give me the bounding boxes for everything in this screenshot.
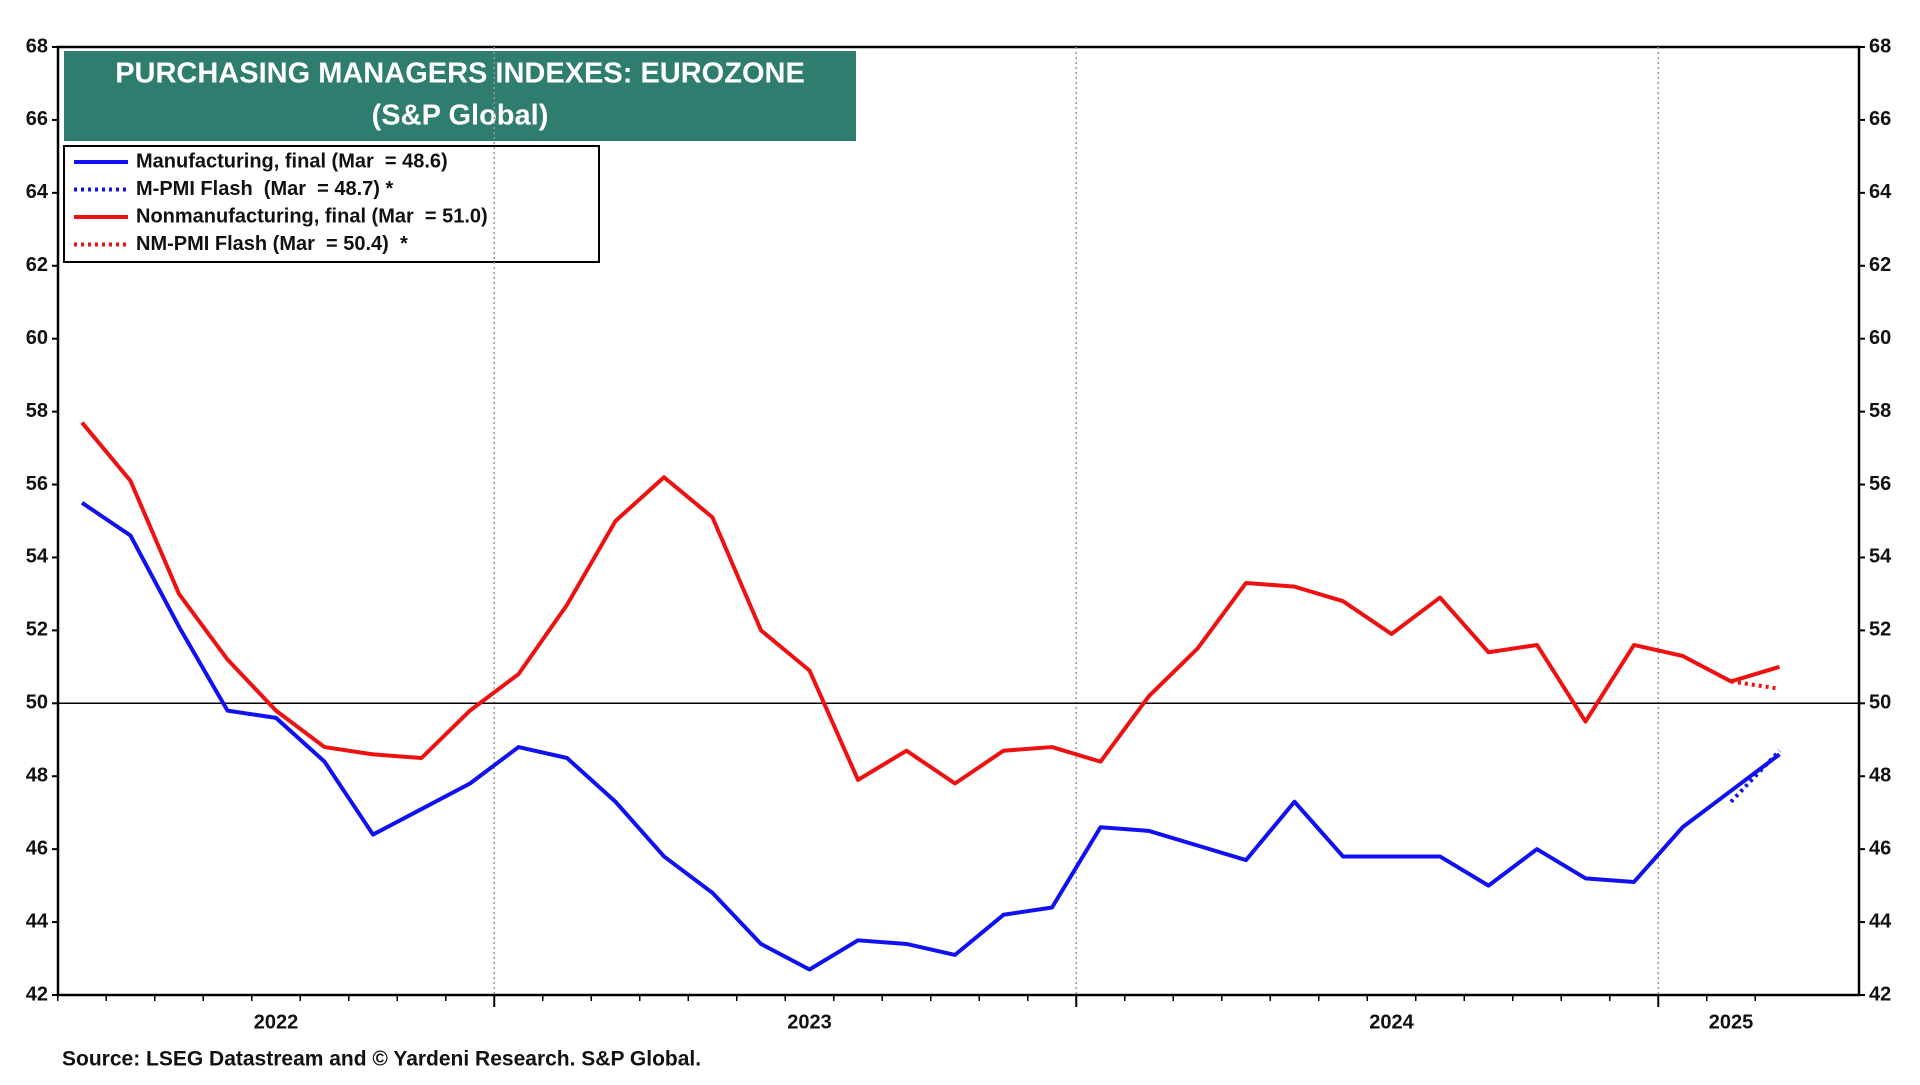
title-box bbox=[64, 51, 856, 141]
y-tick-label: 66 bbox=[26, 108, 48, 130]
y-tick-label: 48 bbox=[26, 765, 48, 787]
series-line bbox=[80, 421, 1781, 786]
source-note: Source: LSEG Datastream and © Yardeni Re… bbox=[62, 1048, 701, 1071]
y-tick-label: 46 bbox=[26, 837, 48, 859]
legend-label: NM-PMI Flash (Mar = 50.4) * bbox=[136, 233, 408, 255]
y-tick-label: 52 bbox=[26, 619, 48, 641]
y-tick-label: 44 bbox=[26, 910, 49, 932]
y-tick-label: 60 bbox=[26, 327, 48, 349]
y-tick-label: 58 bbox=[26, 400, 48, 422]
y-tick-label: 56 bbox=[26, 473, 48, 495]
y2-tick-label: 42 bbox=[1869, 983, 1891, 1005]
chart-title: PURCHASING MANAGERS INDEXES: EUROZONE bbox=[115, 58, 805, 90]
y-tick-label: 62 bbox=[26, 254, 48, 276]
x-tick-label: 2024 bbox=[1369, 1011, 1414, 1033]
legend-label: M-PMI Flash (Mar = 48.7) * bbox=[136, 178, 394, 200]
chart-subtitle: (S&P Global) bbox=[372, 100, 549, 132]
x-tick-label: 2025 bbox=[1709, 1011, 1754, 1033]
plot-layer: 42 44 46 48 50 52 54 56 58 60 62 64 66 68 42 44 46 48 50 52… bbox=[26, 35, 1892, 1033]
y-tick-label: 68 bbox=[26, 35, 48, 57]
legend bbox=[63, 145, 600, 263]
y2-tick-label: 58 bbox=[1869, 400, 1891, 422]
y-tick-label: 64 bbox=[26, 181, 49, 203]
series-line bbox=[1730, 679, 1780, 691]
x-tick-label: 2022 bbox=[254, 1011, 299, 1033]
y-tick-label: 42 bbox=[26, 983, 48, 1005]
y2-tick-label: 50 bbox=[1869, 692, 1891, 714]
y-tick-label: 54 bbox=[26, 546, 49, 568]
y-tick-label: 50 bbox=[26, 692, 48, 714]
x-tick-label: 2023 bbox=[787, 1011, 832, 1033]
y2-tick-label: 54 bbox=[1869, 546, 1892, 568]
y2-tick-label: 64 bbox=[1869, 181, 1892, 203]
y2-tick-label: 46 bbox=[1869, 837, 1891, 859]
y2-tick-label: 66 bbox=[1869, 108, 1891, 130]
series-line bbox=[1729, 749, 1781, 804]
y2-tick-label: 44 bbox=[1869, 910, 1892, 932]
series-line bbox=[80, 501, 1781, 972]
y2-tick-label: 62 bbox=[1869, 254, 1891, 276]
plot-frame bbox=[56, 45, 1861, 997]
y2-tick-label: 60 bbox=[1869, 327, 1891, 349]
legend-label: Nonmanufacturing, final (Mar = 51.0) bbox=[136, 205, 488, 227]
y2-tick-label: 68 bbox=[1869, 35, 1891, 57]
legend-label: Manufacturing, final (Mar = 48.6) bbox=[136, 150, 448, 172]
y2-tick-label: 48 bbox=[1869, 765, 1891, 787]
y2-tick-label: 52 bbox=[1869, 619, 1891, 641]
y2-tick-label: 56 bbox=[1869, 473, 1891, 495]
